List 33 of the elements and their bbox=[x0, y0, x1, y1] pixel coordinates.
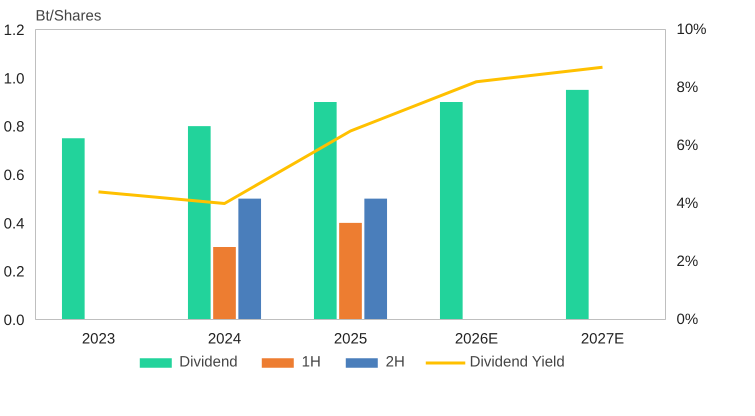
bar bbox=[62, 138, 85, 320]
y-tick-label: 0.8 bbox=[4, 118, 25, 136]
y2-tick-label: 10% bbox=[676, 21, 707, 38]
x-tick-label: 2024 bbox=[208, 330, 242, 348]
y2-tick-label: 8% bbox=[676, 79, 698, 96]
x-tick-label: 2025 bbox=[334, 330, 368, 348]
y2-tick-label: 4% bbox=[676, 195, 698, 212]
y2-tick-label: 6% bbox=[676, 137, 698, 154]
legend-label: 1H bbox=[302, 354, 322, 370]
bar bbox=[364, 198, 388, 320]
y-axis-title: Bt/Shares bbox=[36, 8, 102, 24]
x-tick-label: 2026E bbox=[454, 330, 498, 348]
x-tick-label: 2027E bbox=[580, 330, 624, 348]
bar bbox=[238, 198, 262, 320]
y-tick-label: 1.0 bbox=[4, 70, 25, 88]
y-tick-label: 0.4 bbox=[4, 215, 25, 232]
bar bbox=[339, 222, 362, 320]
legend-label: Dividend bbox=[179, 354, 238, 370]
legend-label: Dividend Yield bbox=[470, 354, 565, 370]
bar bbox=[440, 102, 463, 320]
y-tick-label: 0.6 bbox=[4, 167, 25, 184]
legend-label: 2H bbox=[386, 354, 406, 370]
bar bbox=[566, 90, 589, 320]
y-tick-label: 0.0 bbox=[4, 312, 25, 329]
bar bbox=[213, 247, 236, 320]
y2-tick-label: 0% bbox=[676, 311, 698, 328]
y-tick-label: 1.2 bbox=[4, 22, 25, 39]
y-tick-label: 0.2 bbox=[4, 264, 25, 281]
bar bbox=[188, 126, 211, 320]
line-series bbox=[97, 66, 604, 205]
x-tick-label: 2023 bbox=[82, 330, 116, 348]
y2-tick-label: 2% bbox=[676, 253, 698, 270]
bar bbox=[314, 102, 337, 320]
